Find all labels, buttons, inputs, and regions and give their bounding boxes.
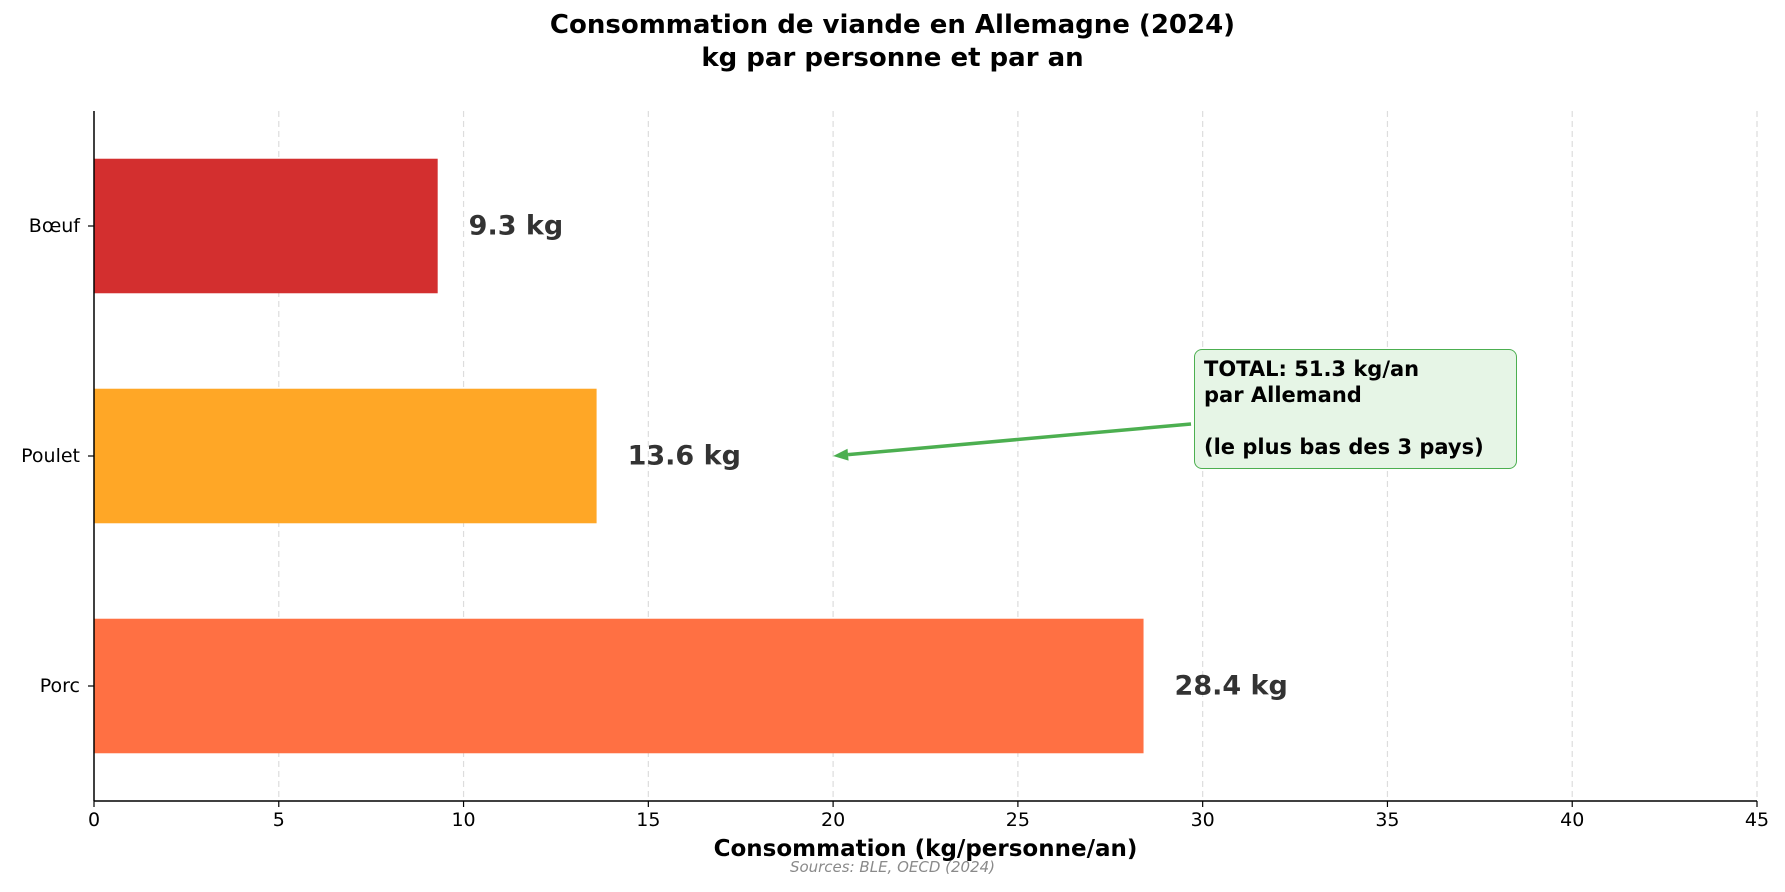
bar-value-label: 13.6 kg [628, 441, 741, 472]
chart-subtitle: kg par personne et par an [701, 43, 1084, 73]
x-tick-label: 25 [1006, 809, 1030, 831]
x-tick-label: 10 [451, 809, 475, 831]
y-tick-label: Porc [40, 675, 80, 697]
annotation-line-per-person: par Allemand [1204, 383, 1362, 407]
x-tick-label: 35 [1375, 809, 1399, 831]
x-tick-label: 30 [1191, 809, 1215, 831]
y-tick-label: Bœuf [29, 215, 82, 237]
source-note: Sources: BLE, OECD (2024) [789, 858, 996, 876]
total-annotation-box: TOTAL: 51.3 kg/an par Allemand (le plus … [1194, 349, 1517, 469]
bar-0 [94, 158, 438, 294]
bar-1 [94, 388, 597, 524]
x-tick-label: 20 [821, 809, 845, 831]
bar-value-label: 9.3 kg [469, 211, 564, 242]
bar-2 [94, 618, 1144, 754]
annotation-arrow-head [833, 448, 849, 461]
annotation-line-comparison: (le plus bas des 3 pays) [1204, 435, 1484, 459]
annotation-line-blank [1204, 408, 1516, 434]
x-axis-label: Consommation (kg/personne/an) [714, 836, 1138, 862]
x-tick-label: 40 [1560, 809, 1584, 831]
x-tick-label: 0 [88, 809, 100, 831]
x-tick-label: 15 [636, 809, 660, 831]
chart-title: Consommation de viande en Allemagne (202… [549, 10, 1236, 40]
annotation-arrow-line [847, 422, 1192, 457]
x-tick-label: 5 [273, 809, 285, 831]
x-tick-label: 45 [1745, 809, 1769, 831]
annotation-line-total: TOTAL: 51.3 kg/an [1204, 357, 1420, 381]
bar-value-label: 28.4 kg [1175, 671, 1288, 702]
y-tick-label: Poulet [21, 445, 80, 467]
